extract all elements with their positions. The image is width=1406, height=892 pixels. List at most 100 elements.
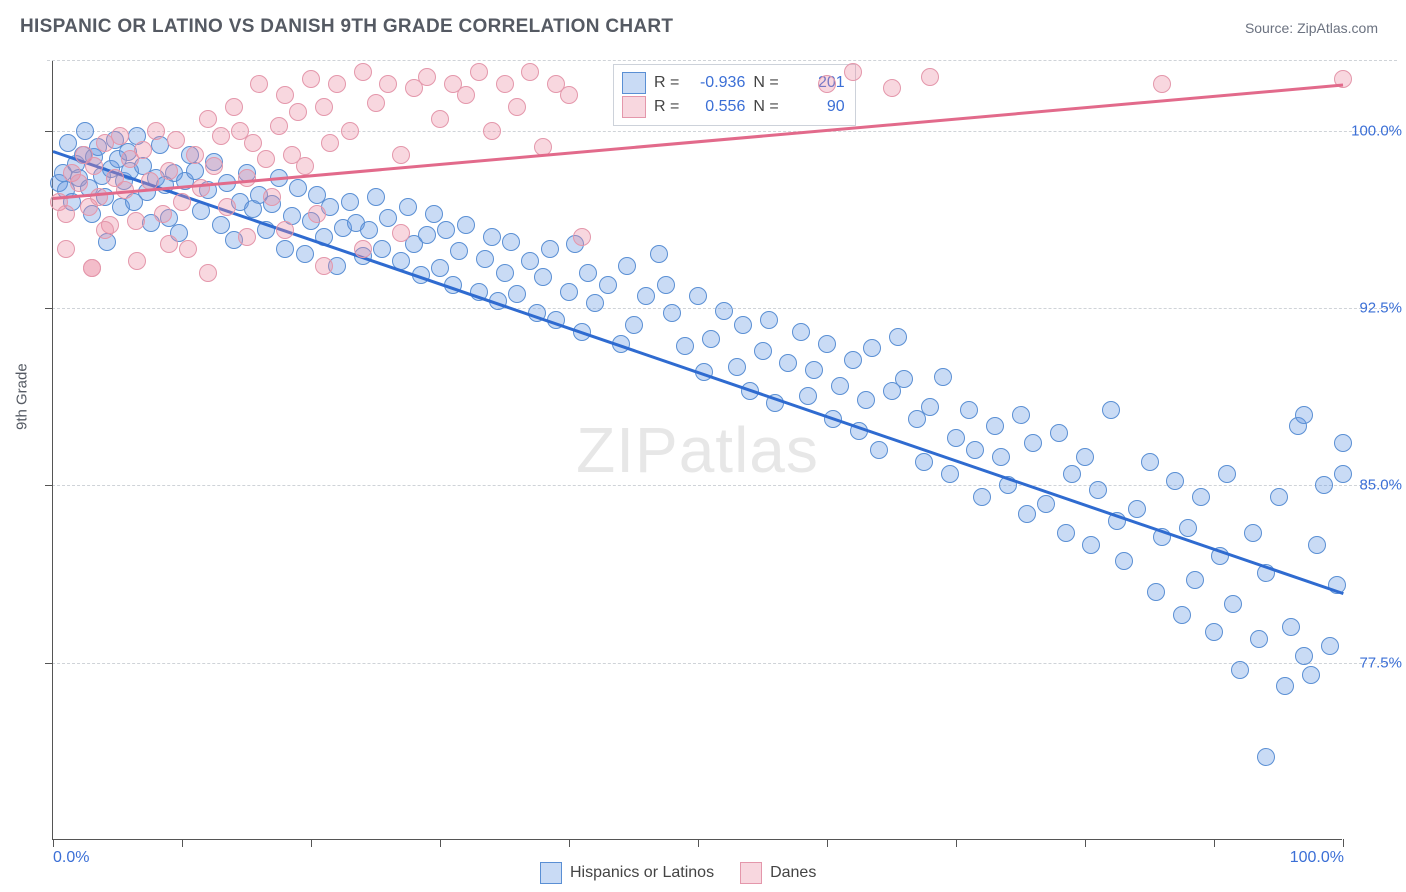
gridline [47,131,1397,132]
scatter-point [457,216,475,234]
stats-row-series-2: R = 0.556 N = 90 [622,95,845,119]
scatter-point [205,157,223,175]
legend-label-2: Danes [770,864,816,882]
scatter-point [760,311,778,329]
x-tick-label-min: 0.0% [53,849,89,867]
scatter-point [141,172,159,190]
scatter-point [392,146,410,164]
scatter-point [367,188,385,206]
scatter-point [508,98,526,116]
scatter-point [715,302,733,320]
scatter-point [1302,666,1320,684]
scatter-point [521,252,539,270]
y-tick [45,308,53,309]
scatter-point [244,134,262,152]
scatter-point [657,276,675,294]
scatter-point [83,259,101,277]
scatter-point [315,257,333,275]
scatter-point [127,212,145,230]
scatter-point [192,179,210,197]
chart-title: HISPANIC OR LATINO VS DANISH 9TH GRADE C… [20,16,673,38]
stats-n-value-2: 90 [787,95,845,119]
scatter-plot-area: ZIPatlas R = -0.936 N = 201 R = 0.556 N … [52,60,1342,840]
scatter-point [1012,406,1030,424]
scatter-point [508,285,526,303]
x-tick [827,839,828,847]
stats-swatch-2 [622,96,646,118]
scatter-point [947,429,965,447]
scatter-point [637,287,655,305]
scatter-point [218,198,236,216]
scatter-point [560,283,578,301]
scatter-point [1063,465,1081,483]
scatter-point [308,205,326,223]
scatter-point [360,221,378,239]
scatter-point [805,361,823,379]
x-tick [569,839,570,847]
legend-swatch-2 [740,862,762,884]
scatter-point [341,193,359,211]
scatter-point [296,157,314,175]
scatter-point [1050,424,1068,442]
legend-item-1: Hispanics or Latinos [540,862,714,884]
scatter-point [134,141,152,159]
scatter-point [238,169,256,187]
scatter-point [1128,500,1146,518]
scatter-point [1315,476,1333,494]
scatter-point [502,233,520,251]
y-tick [45,485,53,486]
scatter-point [302,70,320,88]
y-axis-title: 9th Grade [14,363,31,430]
scatter-point [1173,606,1191,624]
scatter-point [70,174,88,192]
scatter-point [1141,453,1159,471]
scatter-point [199,264,217,282]
scatter-point [1308,536,1326,554]
scatter-point [199,110,217,128]
scatter-point [379,75,397,93]
scatter-point [276,240,294,258]
scatter-point [57,240,75,258]
legend-item-2: Danes [740,862,816,884]
scatter-point [328,75,346,93]
scatter-point [367,94,385,112]
scatter-point [792,323,810,341]
scatter-point [986,417,1004,435]
scatter-point [857,391,875,409]
y-tick-label: 92.5% [1359,300,1402,317]
scatter-point [921,398,939,416]
scatter-point [96,221,114,239]
scatter-point [1282,618,1300,636]
scatter-point [90,188,108,206]
scatter-point [263,188,281,206]
stats-swatch-1 [622,72,646,94]
scatter-point [941,465,959,483]
scatter-point [341,122,359,140]
y-tick [45,663,53,664]
scatter-point [831,377,849,395]
scatter-point [437,221,455,239]
scatter-point [1334,434,1352,452]
x-tick [1343,839,1344,847]
correlation-stats-box: R = -0.936 N = 201 R = 0.556 N = 90 [613,64,856,126]
scatter-point [915,453,933,471]
scatter-point [212,127,230,145]
scatter-point [1147,583,1165,601]
source-attribution: Source: ZipAtlas.com [1245,20,1378,36]
scatter-point [992,448,1010,466]
scatter-point [1244,524,1262,542]
scatter-point [863,339,881,357]
scatter-point [934,368,952,386]
scatter-point [76,122,94,140]
scatter-point [85,157,103,175]
x-tick [1214,839,1215,847]
scatter-point [57,205,75,223]
x-tick [182,839,183,847]
scatter-point [476,250,494,268]
scatter-point [373,240,391,258]
scatter-point [270,117,288,135]
scatter-point [1024,434,1042,452]
scatter-point [1257,748,1275,766]
scatter-point [457,86,475,104]
scatter-point [702,330,720,348]
